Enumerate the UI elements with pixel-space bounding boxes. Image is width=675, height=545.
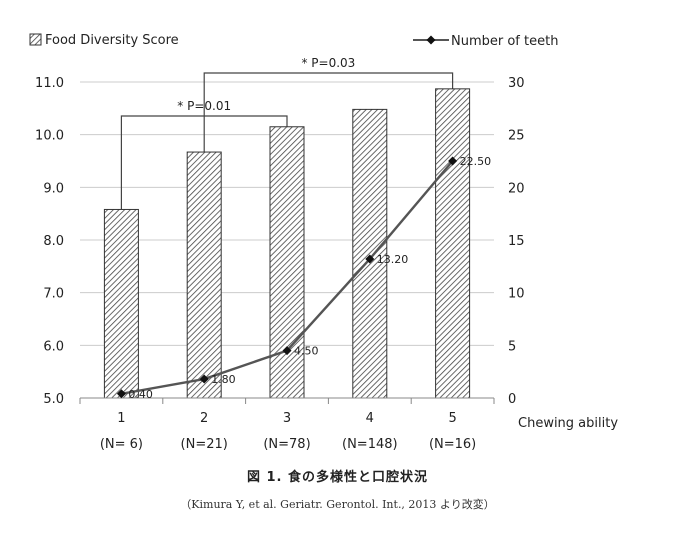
significance-bracket <box>203 72 454 153</box>
teeth-point <box>448 156 458 166</box>
x-tick-label: 4 <box>366 411 374 426</box>
y-right-tick-label: 25 <box>508 129 525 144</box>
teeth-point <box>365 254 375 264</box>
y-left-tick-label: 11.0 <box>35 76 64 91</box>
legend: Food Diversity Score Number of teeth <box>29 33 558 49</box>
y-left-tick-label: 5.0 <box>43 392 64 407</box>
teeth-value-label: 4.50 <box>294 345 319 358</box>
figure-caption: 図 1. 食の多様性と口腔状況 <box>246 470 429 485</box>
legend-line-marker <box>426 35 436 45</box>
teeth-value-label: 1.80 <box>211 373 236 386</box>
teeth-value-label: 13.20 <box>377 253 409 266</box>
y-left-tick-label: 9.0 <box>43 181 64 196</box>
tick-labels: 5.06.07.08.09.010.011.00510152025301(N= … <box>35 76 618 452</box>
x-tick-label: 3 <box>283 411 291 426</box>
y-right-tick-label: 5 <box>508 339 516 354</box>
y-right-tick-label: 0 <box>508 392 516 407</box>
x-axis-title: Chewing ability <box>518 416 618 431</box>
y-left-tick-label: 6.0 <box>43 339 64 354</box>
x-n-label: (N=78) <box>263 437 310 452</box>
teeth-point <box>116 389 126 399</box>
x-tick-label: 5 <box>448 411 456 426</box>
y-right-tick-label: 15 <box>508 234 525 249</box>
bar <box>103 208 139 399</box>
axes <box>79 397 495 404</box>
x-n-label: (N= 6) <box>100 437 143 452</box>
teeth-value-label: 0.40 <box>128 388 153 401</box>
figure-source: （Kimura Y, et al. Geriatr. Gerontol. Int… <box>180 498 495 511</box>
significance-brackets: * P=0.01* P=0.03 <box>120 56 454 210</box>
legend-line-label: Number of teeth <box>451 34 558 49</box>
x-n-label: (N=148) <box>342 437 398 452</box>
bar <box>435 88 471 399</box>
teeth-point <box>199 374 209 384</box>
x-tick-label: 1 <box>117 411 125 426</box>
y-right-tick-label: 30 <box>508 76 525 91</box>
y-right-tick-label: 10 <box>508 287 525 302</box>
legend-bar-swatch <box>29 33 42 46</box>
chart-area: * P=0.01 * P=0.03 0.40 1.80 4.50 13.20 22.50 … <box>29 33 619 452</box>
legend-bar-label: Food Diversity Score <box>45 33 179 48</box>
combo-chart: * P=0.01* P=0.03 0.401.804.5013.2022.50 … <box>29 33 618 452</box>
line-series: 0.40 1.80 4.50 13.20 22.50 <box>116 155 492 401</box>
x-n-label: (N=16) <box>429 437 476 452</box>
bar <box>352 108 388 399</box>
bar <box>186 151 222 399</box>
x-tick-label: 2 <box>200 411 208 426</box>
y-left-tick-label: 8.0 <box>43 234 64 249</box>
teeth-point <box>282 346 292 356</box>
y-right-tick-label: 20 <box>508 181 525 196</box>
y-left-tick-label: 7.0 <box>43 287 64 302</box>
teeth-value-label: 22.50 <box>460 155 492 168</box>
y-left-tick-label: 10.0 <box>35 129 64 144</box>
x-n-label: (N=21) <box>181 437 228 452</box>
significance-label: * P=0.03 <box>301 56 355 70</box>
